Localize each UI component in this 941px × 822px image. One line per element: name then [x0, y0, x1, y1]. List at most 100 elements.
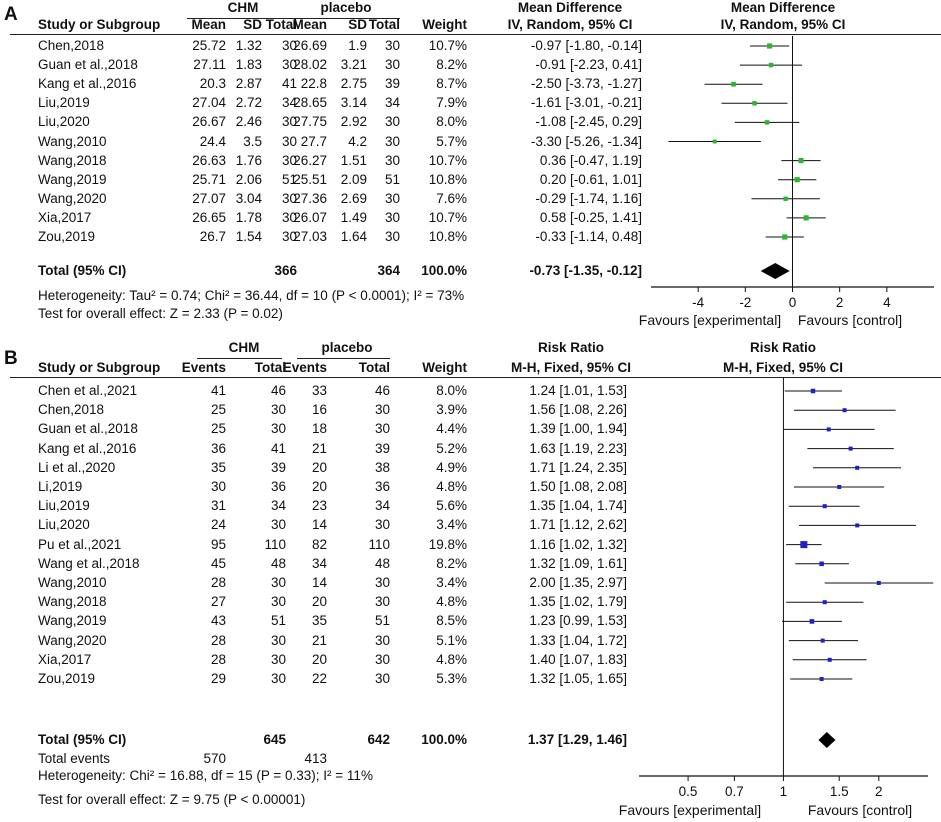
study-name: Guan et al.,2018: [38, 57, 138, 73]
point-estimate-marker: [827, 657, 832, 662]
group2-value: 27.03: [293, 229, 327, 244]
group2-value: 2.69: [340, 190, 367, 206]
group1-value: 28: [210, 632, 226, 648]
total-ci-text: -0.73 [-1.35, -0.12]: [529, 263, 642, 278]
study-weight: 10.8%: [428, 171, 467, 187]
study-ci-text: 1.23 [0.99, 1.53]: [529, 613, 627, 629]
study-ci-text: -0.29 [-1.74, 1.16]: [535, 190, 642, 206]
total-label: Total (95% CI): [38, 263, 127, 278]
group2-value: 22: [311, 671, 327, 686]
group1-value: 26.65: [192, 209, 226, 225]
group2-value: 26.69: [293, 38, 327, 53]
group1-value: 28: [210, 651, 226, 667]
group2-value: 16: [311, 402, 327, 418]
group1-value: 39: [270, 459, 286, 475]
point-estimate-marker: [768, 62, 774, 68]
point-estimate-marker: [803, 215, 809, 221]
group1-value: 3.5: [243, 133, 262, 149]
group2-value: 1.64: [340, 229, 367, 244]
group2-subheader: Mean: [292, 17, 327, 32]
group2-value: 30: [374, 421, 390, 437]
study-ci-text: 1.50 [1.08, 2.08]: [529, 479, 627, 494]
point-estimate-marker: [809, 619, 815, 624]
x-axis-tick-label: 0.7: [724, 784, 744, 799]
group1-value: 34: [281, 95, 297, 111]
group1-value: 20.3: [199, 76, 226, 92]
study-column-header: Study or Subgroup: [38, 17, 161, 32]
study-name: Li,2019: [38, 479, 83, 494]
group2-value: 30: [374, 671, 390, 686]
point-estimate-marker: [712, 139, 717, 144]
point-estimate-marker: [855, 465, 860, 470]
study-name: Zou,2019: [38, 671, 96, 686]
study-column-header: Study or Subgroup: [38, 360, 161, 375]
study-name: Li et al.,2020: [38, 459, 116, 475]
group2-value: 1.51: [340, 152, 367, 168]
group1-value: 41: [210, 383, 226, 398]
group2-value: 39: [384, 76, 400, 92]
group2-value: 82: [311, 536, 327, 552]
group1-subheader: Mean: [191, 17, 226, 32]
group2-value: 1.49: [340, 209, 367, 225]
group1-value: 2.72: [235, 95, 262, 111]
total-group1-n: 645: [263, 732, 286, 747]
group2-value: 3.21: [340, 57, 367, 73]
favours-right-label: Favours [control]: [797, 312, 903, 328]
group1-value: 110: [264, 536, 286, 552]
group1-value: 25.72: [192, 38, 226, 53]
study-ci-text: 1.39 [1.00, 1.94]: [529, 421, 627, 437]
group1-value: 24.4: [199, 133, 226, 149]
group1-value: 30: [281, 38, 297, 53]
group2-value: 28.65: [293, 95, 327, 111]
group1-value: 24: [210, 517, 226, 533]
point-estimate-marker: [782, 234, 788, 240]
group1-value: 41: [281, 76, 297, 92]
study-ci-text: 1.33 [1.04, 1.72]: [529, 632, 627, 648]
group1-subheader: SD: [243, 17, 262, 32]
study-name: Liu,2020: [38, 114, 90, 130]
group2-value: 20: [311, 594, 327, 610]
group1-value: 1.83: [235, 57, 262, 73]
x-axis-tick-label: 4: [883, 295, 891, 310]
study-ci-text: 1.63 [1.19, 2.23]: [529, 440, 627, 456]
group1-value: 25.71: [192, 171, 226, 187]
group2-value: 1.9: [348, 38, 367, 53]
group1-value: 34: [270, 498, 286, 514]
group2-value: 48: [374, 555, 390, 571]
weight-column-header: Weight: [422, 17, 467, 32]
group1-header: CHM: [228, 340, 260, 355]
group1-value: 27.07: [192, 190, 226, 206]
study-name: Chen,2018: [38, 38, 105, 53]
point-estimate-marker: [810, 388, 816, 394]
group1-value: 30: [270, 651, 286, 667]
group2-value: 27.36: [293, 190, 327, 206]
study-ci-text: -0.97 [-1.80, -0.14]: [530, 38, 642, 53]
point-estimate-marker: [783, 196, 788, 201]
study-ci-text: 1.24 [1.01, 1.53]: [529, 383, 627, 398]
header-rule: [10, 34, 941, 35]
total-label: Total (95% CI): [38, 732, 127, 747]
group2-value: 26.07: [293, 209, 327, 225]
study-weight: 7.6%: [436, 190, 467, 206]
study-name: Guan et al.,2018: [38, 421, 138, 437]
group2-value: 30: [374, 575, 390, 590]
group1-value: 1.32: [235, 38, 262, 53]
study-ci-text: -3.30 [-5.26, -1.34]: [530, 133, 642, 149]
group1-subheader: Events: [181, 360, 226, 375]
group2-value: 3.14: [340, 95, 367, 111]
x-axis-tick-label: 2: [875, 784, 883, 799]
total-group2-n: 364: [377, 263, 400, 278]
study-weight: 8.2%: [436, 555, 467, 571]
group1-value: 30: [281, 114, 297, 130]
group2-header-rule: [295, 18, 400, 19]
group2-value: 20: [311, 459, 327, 475]
group1-value: 2.46: [235, 114, 262, 130]
study-weight: 4.8%: [436, 651, 467, 667]
x-axis-tick-label: -2: [739, 295, 752, 310]
study-name: Chen,2018: [38, 402, 105, 418]
group1-value: 27.11: [193, 57, 226, 73]
panel-label-a: A: [4, 4, 18, 25]
group1-value: 30: [281, 152, 297, 168]
group2-subheader: Total: [368, 17, 400, 32]
group1-value: 51: [281, 171, 297, 187]
